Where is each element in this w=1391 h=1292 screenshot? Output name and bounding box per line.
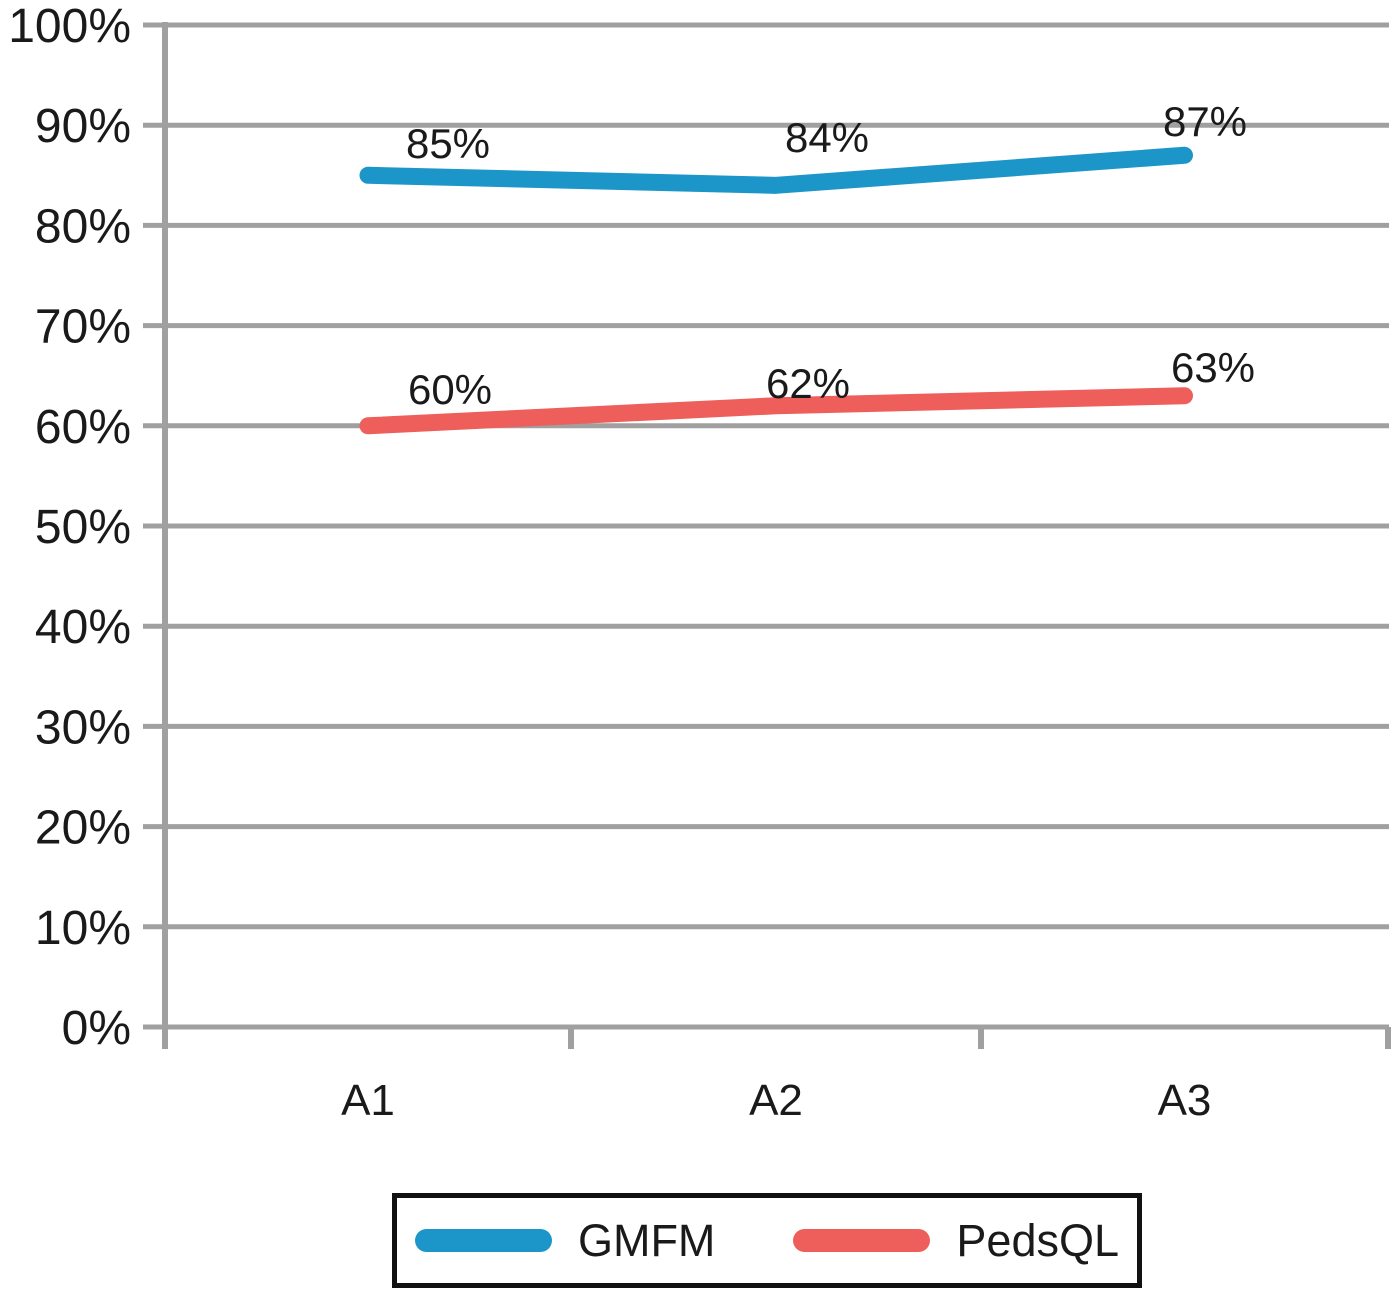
data-label-gmfm-a1: 85% (406, 120, 490, 167)
legend: GMFM PedsQL (392, 1193, 1142, 1288)
legend-label-pedsql: PedsQL (956, 1215, 1120, 1266)
data-label-pedsql-a2: 62% (766, 360, 850, 407)
y-tick-label: 40% (35, 601, 131, 654)
y-tick-label: 20% (35, 802, 131, 855)
gmfm-line-swatch (414, 1229, 552, 1252)
y-tick-label: 70% (35, 301, 131, 354)
legend-label-gmfm: GMFM (577, 1215, 716, 1266)
x-tick-label-a1: A1 (341, 1076, 395, 1125)
pedsql-line-swatch (793, 1229, 931, 1252)
x-tick-label-a3: A3 (1158, 1076, 1212, 1125)
y-tick-label: 80% (35, 200, 131, 253)
y-tick-label: 50% (35, 501, 131, 554)
y-tick-label: 100% (8, 0, 131, 53)
legend-item-gmfm: GMFM (414, 1215, 716, 1266)
series-line-pedsql (359, 387, 1193, 435)
y-tick-label: 60% (35, 401, 131, 454)
y-tick-label: 30% (35, 701, 131, 754)
y-tick-label: 90% (35, 100, 131, 153)
y-tick-label: 10% (35, 902, 131, 955)
legend-item-pedsql: PedsQL (793, 1218, 1119, 1263)
data-label-pedsql-a1: 60% (408, 366, 492, 413)
y-tick-label: 0% (62, 1002, 131, 1055)
series-line-gmfm (359, 146, 1193, 194)
data-label-pedsql-a3: 63% (1171, 344, 1255, 391)
chart-canvas: 0% 10% 20% 30% 40% 50% 60% 70% 80% 90% 100% A1 A2 A3 8… (8, 0, 1391, 1125)
x-tick-label-a2: A2 (749, 1076, 803, 1125)
data-label-gmfm-a3: 87% (1163, 98, 1247, 145)
data-label-gmfm-a2: 84% (785, 114, 869, 161)
